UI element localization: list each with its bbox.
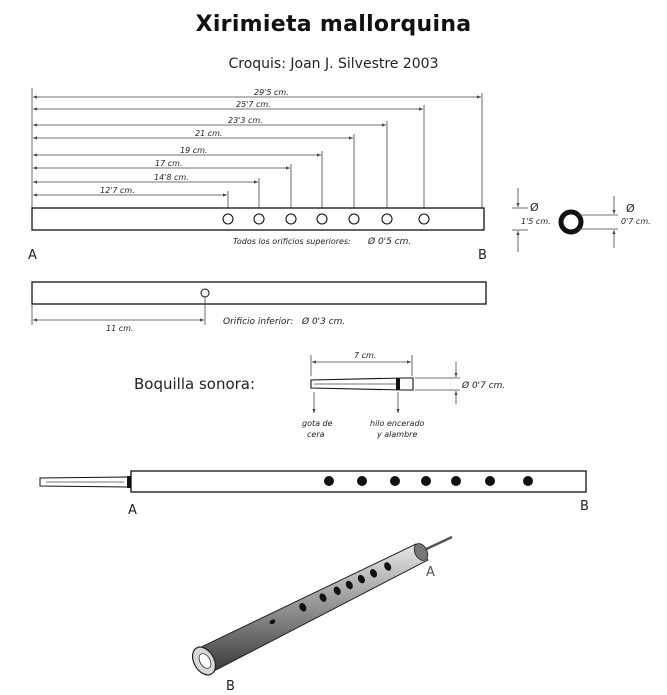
dimension-label: 21 cm. bbox=[195, 129, 222, 138]
bottom-view: 11 cm. Orificio inferior: Ø 0'3 cm. bbox=[31, 281, 487, 333]
assembled-reed-band bbox=[127, 476, 131, 488]
tube-width-symbol: Ø bbox=[530, 201, 539, 214]
thread-label-line1: hilo encerado bbox=[370, 419, 425, 428]
top-hole bbox=[285, 213, 297, 225]
assembled-end-a: A bbox=[128, 503, 137, 518]
reed-section: Boquilla sonora: 7 cm. Ø 0'7 cm. gota de… bbox=[134, 351, 505, 439]
assembled-hole bbox=[485, 476, 495, 486]
top-hole bbox=[222, 213, 234, 225]
bore-symbol: Ø bbox=[626, 202, 635, 215]
bottom-hole bbox=[200, 288, 210, 298]
top-view: 29'5 cm. 25'7 cm. 23'3 cm. 21 cm. 19 cm. 17 c… bbox=[28, 88, 651, 263]
tube-width-value: 1'5 cm. bbox=[521, 217, 551, 226]
assembled-hole bbox=[451, 476, 461, 486]
perspective-view: A B bbox=[191, 535, 453, 694]
reed-thread-band bbox=[396, 378, 400, 390]
assembled-hole bbox=[421, 476, 431, 486]
dimension-label: 14'8 cm. bbox=[154, 173, 189, 182]
perspective-tube-top-end bbox=[413, 543, 429, 561]
assembled-hole bbox=[523, 476, 533, 486]
bore-value: 0'7 cm. bbox=[621, 217, 651, 226]
wax-label-line1: gota de bbox=[302, 419, 333, 428]
bottom-tube bbox=[31, 281, 487, 305]
top-hole bbox=[418, 213, 430, 225]
perspective-hole bbox=[384, 562, 392, 571]
perspective-hole bbox=[369, 569, 378, 578]
perspective-end-b: B bbox=[226, 679, 235, 694]
end-label-a: A bbox=[28, 248, 37, 263]
perspective-hole bbox=[357, 574, 365, 584]
page-subtitle: Croquis: Joan J. Silvestre 2003 bbox=[228, 56, 439, 72]
reed-label: Boquilla sonora: bbox=[134, 375, 255, 393]
perspective-tube-body bbox=[194, 543, 429, 673]
perspective-end-a: A bbox=[426, 565, 435, 580]
perspective-holes bbox=[269, 562, 392, 625]
top-hole bbox=[316, 213, 328, 225]
reed-length-label: 7 cm. bbox=[354, 351, 376, 360]
perspective-tube-bore bbox=[198, 653, 212, 669]
holes-diameter: Ø 0'5 cm. bbox=[367, 236, 411, 247]
end-label-b: B bbox=[478, 248, 487, 263]
bottom-dimension-label: 11 cm. bbox=[106, 324, 133, 333]
perspective-hole bbox=[345, 580, 353, 590]
cross-section-ring bbox=[558, 209, 584, 235]
dimension-label: 12'7 cm. bbox=[100, 186, 135, 195]
dimension-label: 17 cm. bbox=[155, 159, 182, 168]
wax-label-line2: cera bbox=[307, 430, 325, 439]
assembled-holes bbox=[324, 476, 533, 486]
top-dimensions: 29'5 cm. 25'7 cm. 23'3 cm. 21 cm. 19 cm. 17 c… bbox=[33, 88, 483, 210]
bottom-hole-note: Orificio inferior: bbox=[223, 317, 293, 327]
dimension-label: 29'5 cm. bbox=[254, 88, 289, 97]
assembled-end-b: B bbox=[580, 499, 589, 514]
top-hole bbox=[381, 213, 393, 225]
assembled-hole bbox=[324, 476, 334, 486]
top-holes bbox=[222, 213, 430, 225]
assembled-hole bbox=[357, 476, 367, 486]
top-hole bbox=[253, 213, 265, 225]
page-title: Xirimieta mallorquina bbox=[195, 12, 472, 37]
perspective-hole bbox=[299, 603, 307, 612]
perspective-hole bbox=[333, 586, 341, 596]
assembled-view: A B bbox=[39, 470, 589, 518]
perspective-hole bbox=[269, 619, 276, 625]
perspective-hole bbox=[319, 593, 327, 602]
dimension-label: 25'7 cm. bbox=[236, 100, 271, 109]
holes-note: Todos los orificios superiores: bbox=[233, 237, 351, 246]
thread-label-line2: y alambre bbox=[376, 430, 417, 439]
dimension-label: 23'3 cm. bbox=[228, 116, 263, 125]
assembled-hole bbox=[390, 476, 400, 486]
dimension-label: 19 cm. bbox=[180, 146, 207, 155]
reed-diameter-label: Ø 0'7 cm. bbox=[461, 380, 505, 391]
bottom-hole-diameter: Ø 0'3 cm. bbox=[301, 316, 345, 327]
top-hole bbox=[348, 213, 360, 225]
